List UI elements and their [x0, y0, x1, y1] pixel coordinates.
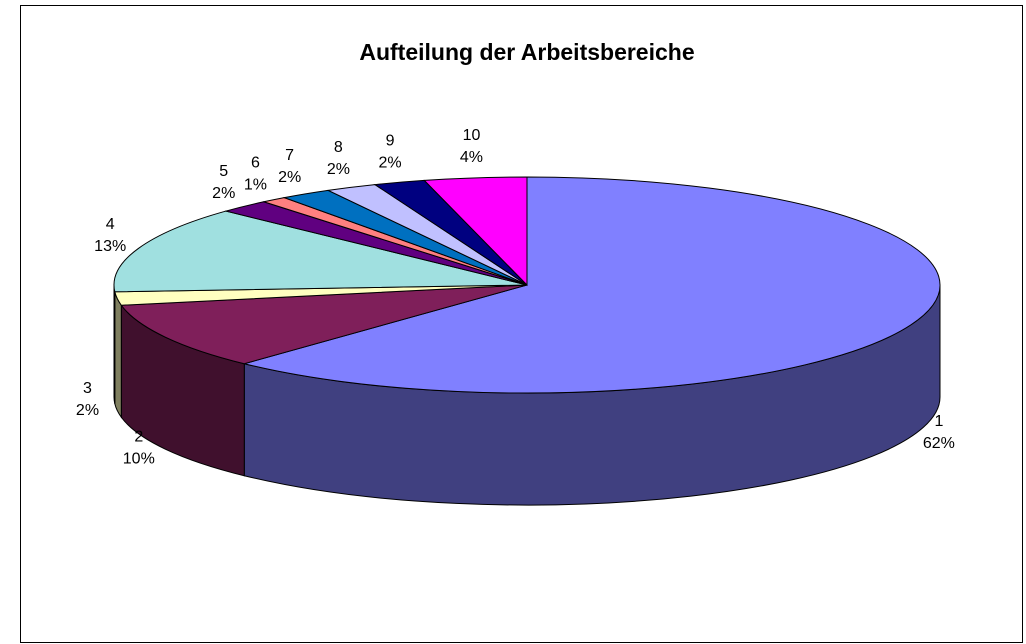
data-label-value: 2% — [76, 402, 99, 419]
data-label-value: 1% — [244, 177, 267, 194]
chart-title: Aufteilung der Arbeitsbereiche — [359, 39, 694, 65]
data-label-category: 8 — [334, 139, 343, 156]
data-label-category: 2 — [134, 428, 143, 445]
data-label-value: 10% — [123, 450, 155, 467]
data-label-category: 6 — [251, 155, 260, 172]
data-label-value: 4% — [460, 149, 483, 166]
data-label: 10 4% — [460, 127, 483, 166]
pie-slice — [113, 210, 528, 293]
data-label: 1 62% — [923, 413, 955, 452]
data-label-category: 1 — [934, 413, 943, 430]
pie-slice — [120, 284, 528, 365]
data-label: 4 13% — [94, 216, 126, 255]
data-label-category: 5 — [219, 163, 228, 180]
data-label-value: 2% — [212, 185, 235, 202]
data-label-value: 2% — [327, 161, 350, 178]
data-label: 7 2% — [278, 147, 301, 186]
data-label-category: 7 — [285, 147, 294, 164]
pie-side — [114, 291, 122, 419]
data-label: 9 2% — [379, 133, 402, 172]
data-label-value: 62% — [923, 435, 955, 452]
data-label-value: 2% — [379, 155, 402, 172]
pie-side — [113, 284, 116, 404]
data-label: 8 2% — [327, 139, 350, 178]
data-label: 6 1% — [244, 155, 267, 194]
data-label-category: 4 — [106, 216, 115, 233]
data-label: 2 10% — [123, 428, 155, 467]
data-label-value: 2% — [278, 169, 301, 186]
data-label-value: 13% — [94, 238, 126, 255]
data-label: 5 2% — [212, 163, 235, 202]
pie-slice — [423, 176, 528, 287]
data-label-category: 10 — [463, 127, 481, 144]
data-label-category: 9 — [386, 133, 395, 150]
data-label: 3 2% — [76, 380, 99, 419]
data-label-category: 3 — [83, 380, 92, 397]
pie-slice — [242, 176, 941, 394]
